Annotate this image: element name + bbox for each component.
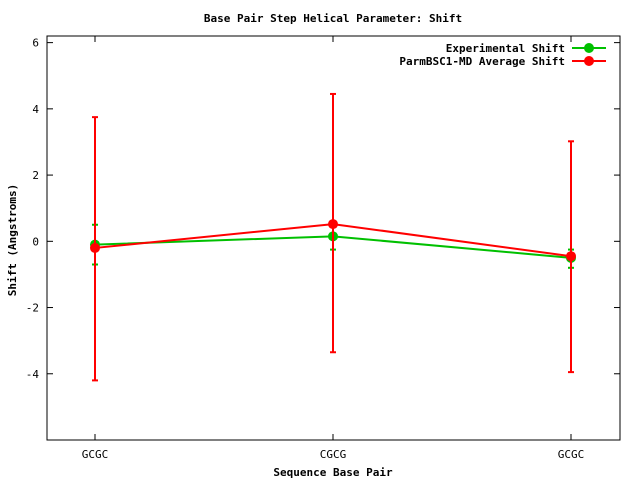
legend-label: ParmBSC1-MD Average Shift (399, 55, 565, 68)
y-axis: 6 4 2 0 -2 -4 (26, 37, 620, 381)
legend-label: Experimental Shift (446, 42, 565, 55)
y-tick-label: 4 (32, 103, 39, 116)
y-tick-label: -2 (26, 302, 39, 315)
series-1 (90, 92, 576, 382)
x-tick-label: GCGC (82, 448, 109, 461)
x-tick-label: GCGC (558, 448, 585, 461)
series-layer (90, 92, 576, 382)
x-axis-label: Sequence Base Pair (273, 466, 393, 479)
x-tick-label: CGCG (320, 448, 347, 461)
data-point (328, 219, 338, 230)
data-point (90, 242, 100, 253)
legend-marker (584, 56, 594, 66)
y-tick-label: 6 (32, 37, 39, 50)
y-tick-label: 2 (32, 169, 39, 182)
x-axis: GCGC CGCG GCGC (82, 36, 585, 461)
y-tick-label: -4 (26, 368, 40, 381)
legend-marker (584, 43, 594, 53)
y-axis-label: Shift (Angstroms) (6, 184, 19, 297)
data-point (566, 251, 576, 262)
y-tick-label: 0 (32, 235, 39, 248)
chart-title: Base Pair Step Helical Parameter: Shift (204, 12, 462, 25)
